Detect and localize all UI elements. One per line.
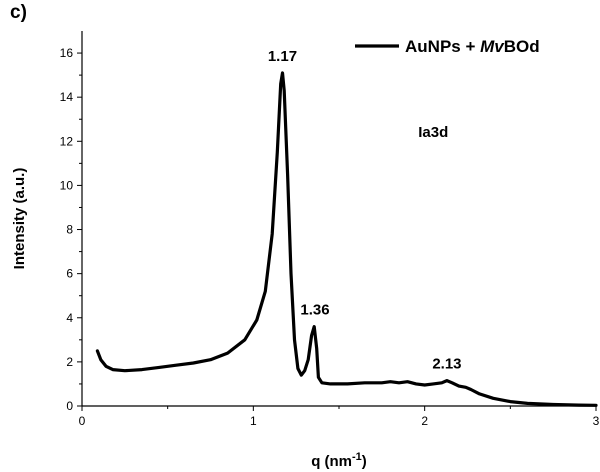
y-tick-label: 4 bbox=[66, 311, 73, 325]
panel-label: c) bbox=[10, 2, 27, 23]
y-tick-label: 10 bbox=[60, 178, 74, 192]
y-tick-label: 0 bbox=[66, 399, 73, 413]
y-tick-label: 16 bbox=[60, 46, 74, 60]
y-axis-title: Intensity (a.u.) bbox=[11, 168, 28, 270]
peak-label: 1.36 bbox=[300, 302, 329, 319]
y-tick-label: 2 bbox=[66, 355, 73, 369]
series-line bbox=[95, 71, 598, 407]
x-tick-label: 1 bbox=[250, 414, 257, 428]
peak-label: 2.13 bbox=[432, 356, 461, 373]
peak-label: 1.17 bbox=[268, 48, 297, 65]
x-axis-title: q (nm-1) bbox=[311, 451, 367, 470]
phase-label: Ia3d bbox=[418, 124, 448, 141]
x-tick-label: 3 bbox=[593, 414, 600, 428]
chart-annotations: 1.17 1.36 2.13 Ia3d bbox=[268, 48, 462, 373]
chart-series bbox=[95, 71, 598, 407]
y-tick-label: 14 bbox=[60, 90, 74, 104]
legend-label: AuNPs + MvBOd bbox=[405, 37, 540, 56]
y-tick-label: 6 bbox=[66, 267, 73, 281]
y-tick-label: 8 bbox=[66, 223, 73, 237]
x-tick-label: 0 bbox=[79, 414, 86, 428]
y-tick-label: 12 bbox=[60, 134, 74, 148]
chart-legend: AuNPs + MvBOd bbox=[355, 37, 540, 56]
chart-axes bbox=[81, 31, 596, 407]
x-tick-label: 2 bbox=[421, 414, 428, 428]
